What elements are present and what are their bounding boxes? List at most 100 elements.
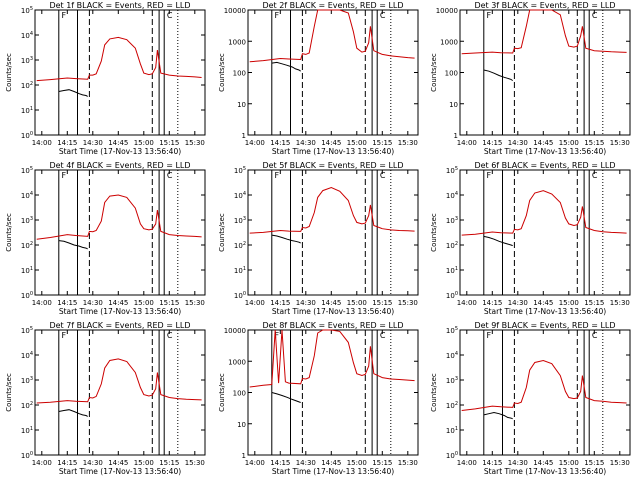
y-tick-label: 104 bbox=[234, 191, 246, 200]
x-axis-label: Start Time (17-Nov-13 13:56:40) bbox=[59, 147, 181, 156]
x-tick-label: 14:00 bbox=[32, 139, 52, 147]
y-tick-label: 10000 bbox=[224, 327, 246, 335]
y-tick-label: 10 bbox=[449, 101, 458, 109]
x-axis-label: Start Time (17-Nov-13 13:56:40) bbox=[272, 467, 394, 476]
chart-title: Det 9f BLACK = Events, RED = LLD bbox=[474, 321, 615, 330]
x-tick-label: 15:15 bbox=[372, 299, 392, 307]
y-tick-label: 105 bbox=[21, 326, 33, 335]
x-tick-label: 14:00 bbox=[245, 299, 265, 307]
x-tick-label: 14:15 bbox=[270, 139, 290, 147]
x-tick-label: 15:00 bbox=[347, 139, 367, 147]
x-tick-label: 14:00 bbox=[32, 459, 52, 467]
y-tick-label: 100 bbox=[21, 451, 33, 460]
region-marker-label: C bbox=[167, 331, 173, 340]
y-tick-label: 103 bbox=[446, 376, 458, 385]
y-tick-label: 101 bbox=[234, 266, 246, 275]
x-tick-label: 15:00 bbox=[134, 299, 154, 307]
region-marker-label: F bbox=[275, 11, 280, 20]
x-tick-label: 15:15 bbox=[584, 299, 604, 307]
x-axis-label: Start Time (17-Nov-13 13:56:40) bbox=[59, 467, 181, 476]
series-line-lld bbox=[249, 329, 415, 388]
x-tick-label: 14:15 bbox=[57, 459, 77, 467]
x-tick-label: 14:45 bbox=[108, 459, 128, 467]
x-tick-label: 14:15 bbox=[270, 459, 290, 467]
x-tick-label: 14:45 bbox=[321, 459, 341, 467]
x-tick-label: 14:30 bbox=[296, 299, 316, 307]
y-tick-label: 104 bbox=[446, 191, 458, 200]
x-tick-label: 14:30 bbox=[508, 139, 528, 147]
y-tick-label: 101 bbox=[446, 266, 458, 275]
y-tick-label: 100 bbox=[21, 291, 33, 300]
y-tick-label: 105 bbox=[446, 326, 458, 335]
y-tick-label: 102 bbox=[234, 241, 246, 250]
y-tick-label: 105 bbox=[21, 166, 33, 175]
plot-frame bbox=[459, 169, 631, 296]
y-tick-label: 104 bbox=[21, 351, 33, 360]
region-marker-label: F bbox=[487, 11, 492, 20]
chart-title: Det 3f BLACK = Events, RED = LLD bbox=[474, 1, 615, 10]
series-line-lld bbox=[461, 359, 627, 411]
plot-frame bbox=[34, 169, 206, 296]
y-tick-label: 103 bbox=[21, 56, 33, 65]
x-tick-label: 14:30 bbox=[296, 139, 316, 147]
plot-frame bbox=[459, 9, 631, 136]
x-tick-label: 14:15 bbox=[482, 299, 502, 307]
y-axis-label: Counts/sec bbox=[430, 53, 438, 92]
x-tick-label: 14:00 bbox=[457, 459, 477, 467]
y-tick-label: 1 bbox=[242, 452, 246, 460]
x-tick-label: 14:15 bbox=[57, 299, 77, 307]
chart-title: Det 4f BLACK = Events, RED = LLD bbox=[49, 161, 190, 170]
plot-frame bbox=[459, 329, 631, 456]
y-tick-label: 105 bbox=[21, 6, 33, 15]
y-tick-label: 103 bbox=[234, 216, 246, 225]
y-tick-label: 1000 bbox=[228, 38, 246, 46]
x-tick-label: 14:45 bbox=[533, 299, 553, 307]
series-line-lld bbox=[249, 186, 415, 234]
series-line-events bbox=[58, 240, 88, 250]
x-tick-label: 14:00 bbox=[457, 299, 477, 307]
y-tick-label: 102 bbox=[21, 401, 33, 410]
series-line-events bbox=[483, 69, 513, 82]
y-tick-label: 104 bbox=[446, 351, 458, 360]
x-tick-label: 14:45 bbox=[321, 299, 341, 307]
y-axis-label: Counts/sec bbox=[218, 213, 226, 252]
chart-title: Det 6f BLACK = Events, RED = LLD bbox=[474, 161, 615, 170]
x-tick-label: 15:15 bbox=[159, 299, 179, 307]
chart-title: Det 7f BLACK = Events, RED = LLD bbox=[49, 321, 190, 330]
x-tick-label: 15:30 bbox=[398, 299, 418, 307]
x-tick-label: 14:30 bbox=[508, 459, 528, 467]
x-tick-label: 15:00 bbox=[347, 459, 367, 467]
series-line-events bbox=[58, 89, 88, 97]
y-axis-label: Counts/sec bbox=[5, 53, 13, 92]
region-marker-label: F bbox=[487, 331, 492, 340]
y-tick-label: 101 bbox=[21, 266, 33, 275]
y-tick-label: 104 bbox=[21, 191, 33, 200]
x-tick-label: 14:15 bbox=[482, 459, 502, 467]
x-tick-label: 15:30 bbox=[610, 139, 630, 147]
x-tick-label: 14:15 bbox=[482, 139, 502, 147]
y-tick-label: 102 bbox=[446, 401, 458, 410]
y-tick-label: 101 bbox=[446, 426, 458, 435]
plot-frame bbox=[34, 9, 206, 136]
x-tick-label: 15:00 bbox=[559, 459, 579, 467]
y-axis-label: Counts/sec bbox=[5, 373, 13, 412]
region-marker-label: C bbox=[167, 171, 173, 180]
x-tick-label: 15:30 bbox=[610, 299, 630, 307]
x-tick-label: 15:15 bbox=[584, 139, 604, 147]
series-line-events bbox=[483, 235, 513, 247]
x-tick-label: 14:30 bbox=[83, 139, 103, 147]
x-tick-label: 15:15 bbox=[159, 459, 179, 467]
plot-frame bbox=[34, 329, 206, 456]
y-tick-label: 100 bbox=[233, 390, 246, 398]
region-marker-label: C bbox=[380, 171, 386, 180]
series-line-events bbox=[58, 409, 88, 417]
x-tick-label: 15:15 bbox=[372, 139, 392, 147]
x-tick-label: 14:00 bbox=[245, 459, 265, 467]
chart-title: Det 1f BLACK = Events, RED = LLD bbox=[49, 1, 190, 10]
x-tick-label: 14:30 bbox=[83, 299, 103, 307]
